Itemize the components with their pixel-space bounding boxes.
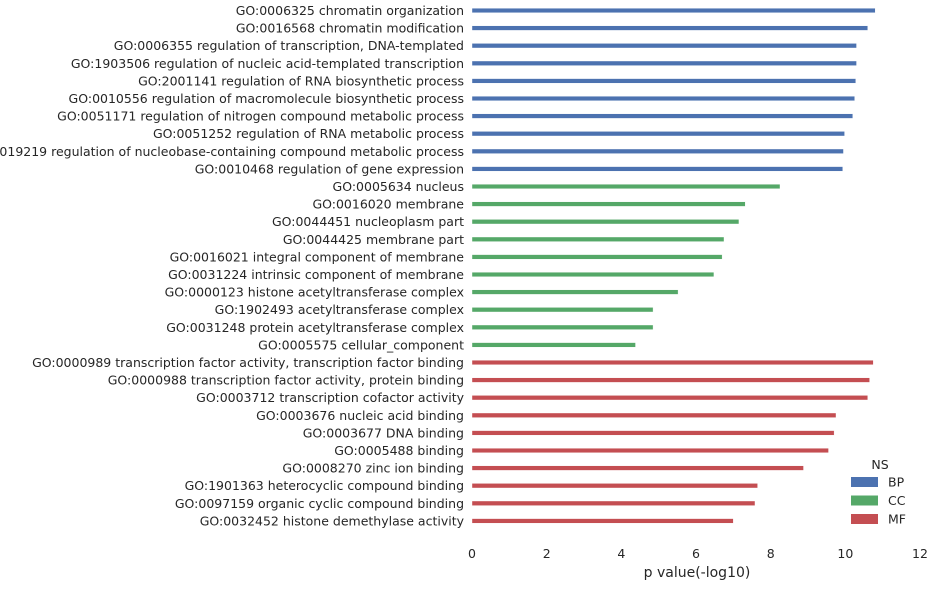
x-axis-title: p value(-log10) <box>644 565 751 581</box>
category-label: GO:2001141 regulation of RNA biosyntheti… <box>138 73 464 88</box>
bar-cc <box>471 272 715 278</box>
category-label: GO:0031224 intrinsic component of membra… <box>168 267 464 282</box>
bar-mf <box>471 360 874 366</box>
category-label: GO:0044425 membrane part <box>283 232 464 247</box>
bar-cc <box>471 324 654 330</box>
bar-mf <box>471 465 804 471</box>
category-label: GO:0006355 regulation of transcription, … <box>114 38 464 53</box>
bar-cc <box>471 183 781 189</box>
category-label: GO:0016568 chromatin modification <box>236 21 464 36</box>
legend-swatch-mf <box>851 514 878 524</box>
x-tick-label: 0 <box>468 546 476 561</box>
x-tick-label: 8 <box>767 546 775 561</box>
x-tick-label: 4 <box>617 546 625 561</box>
bar-bp <box>471 60 857 66</box>
bar-mf <box>471 412 837 418</box>
x-axis: 0 2 4 6 8 10 12 <box>468 546 928 561</box>
bar-bp <box>471 43 857 49</box>
bar-bp <box>471 131 845 137</box>
legend-swatch-cc <box>851 495 878 506</box>
bar-cc <box>471 201 746 207</box>
bar-cc <box>471 236 725 242</box>
category-label: GO:0008270 zinc ion binding <box>282 461 464 476</box>
bar-bp <box>471 7 876 13</box>
category-label: GO:1902493 acetyltransferase complex <box>215 302 464 317</box>
x-tick-label: 6 <box>692 546 700 561</box>
bars-layer <box>471 7 876 524</box>
bar-cc <box>471 307 654 313</box>
category-label: GO:0003676 nucleic acid binding <box>256 408 464 423</box>
category-label: GO:0000988 transcription factor activity… <box>108 373 464 388</box>
legend: NS BP CC MF <box>851 457 906 527</box>
x-tick-label: 12 <box>912 546 928 561</box>
legend-swatch-bp <box>851 477 878 487</box>
x-tick-label: 10 <box>837 546 853 561</box>
category-label: GO:0005488 binding <box>334 443 464 458</box>
category-label: GO:0003712 transcription cofactor activi… <box>196 390 464 405</box>
bar-bp <box>471 148 844 154</box>
bar-bp <box>471 78 856 84</box>
category-label: GO:0005575 cellular_component <box>258 337 464 352</box>
category-label: GO:0031248 protein acetyltransferase com… <box>166 320 464 335</box>
bar-mf <box>471 377 870 383</box>
bar-mf <box>471 483 758 489</box>
category-label: GO:0006325 chromatin organization <box>236 3 464 18</box>
bar-mf <box>471 500 756 506</box>
bar-bp <box>471 95 855 101</box>
bar-bp <box>471 166 843 172</box>
legend-label-mf: MF <box>888 512 906 527</box>
bar-mf <box>471 518 734 524</box>
category-label: GO:0019219 regulation of nucleobase-cont… <box>0 144 464 159</box>
bar-cc <box>471 254 723 260</box>
legend-label-cc: CC <box>888 493 906 508</box>
category-label: GO:0032452 histone demethylase activity <box>200 513 465 528</box>
category-label: GO:0051252 regulation of RNA metabolic p… <box>153 126 464 141</box>
category-label: GO:0000989 transcription factor activity… <box>32 355 464 370</box>
legend-title: NS <box>871 457 888 472</box>
bar-bp <box>471 25 868 31</box>
bar-bp <box>471 113 853 119</box>
category-label: GO:1901363 heterocyclic compound binding <box>185 478 464 493</box>
bar-cc <box>471 342 636 348</box>
category-label: GO:0003677 DNA binding <box>303 425 464 440</box>
category-label: GO:0097159 organic cyclic compound bindi… <box>175 496 464 511</box>
category-labels: GO:0006325 chromatin organization GO:0016… <box>0 3 465 528</box>
bar-cc <box>471 219 740 225</box>
category-label: GO:0005634 nucleus <box>333 179 464 194</box>
category-label: GO:0010468 regulation of gene expression <box>195 161 464 176</box>
category-label: GO:0016021 integral component of membran… <box>170 249 465 264</box>
bar-mf <box>471 448 829 454</box>
category-label: GO:1903506 regulation of nucleic acid-te… <box>71 56 464 71</box>
bar-cc <box>471 289 679 295</box>
category-label: GO:0016020 membrane <box>312 197 464 212</box>
bar-mf <box>471 395 868 401</box>
category-label: GO:0051171 regulation of nitrogen compou… <box>57 109 464 124</box>
category-label: GO:0010556 regulation of macromolecule b… <box>69 91 464 106</box>
bar-mf <box>471 430 835 436</box>
x-tick-label: 2 <box>543 546 551 561</box>
legend-label-bp: BP <box>888 475 905 490</box>
category-label: GO:0000123 histone acetyltransferase com… <box>165 285 464 300</box>
category-label: GO:0044451 nucleoplasm part <box>272 214 464 229</box>
